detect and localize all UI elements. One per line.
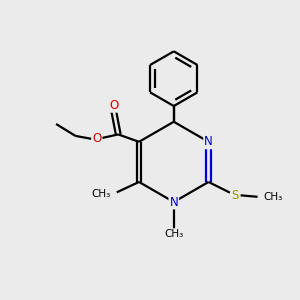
Text: O: O xyxy=(109,99,119,112)
Text: S: S xyxy=(232,189,239,202)
Text: N: N xyxy=(204,135,213,148)
Text: CH₃: CH₃ xyxy=(164,229,183,239)
Text: CH₃: CH₃ xyxy=(91,189,110,199)
Text: O: O xyxy=(92,132,101,146)
Text: N: N xyxy=(169,196,178,208)
Text: CH₃: CH₃ xyxy=(263,192,283,202)
